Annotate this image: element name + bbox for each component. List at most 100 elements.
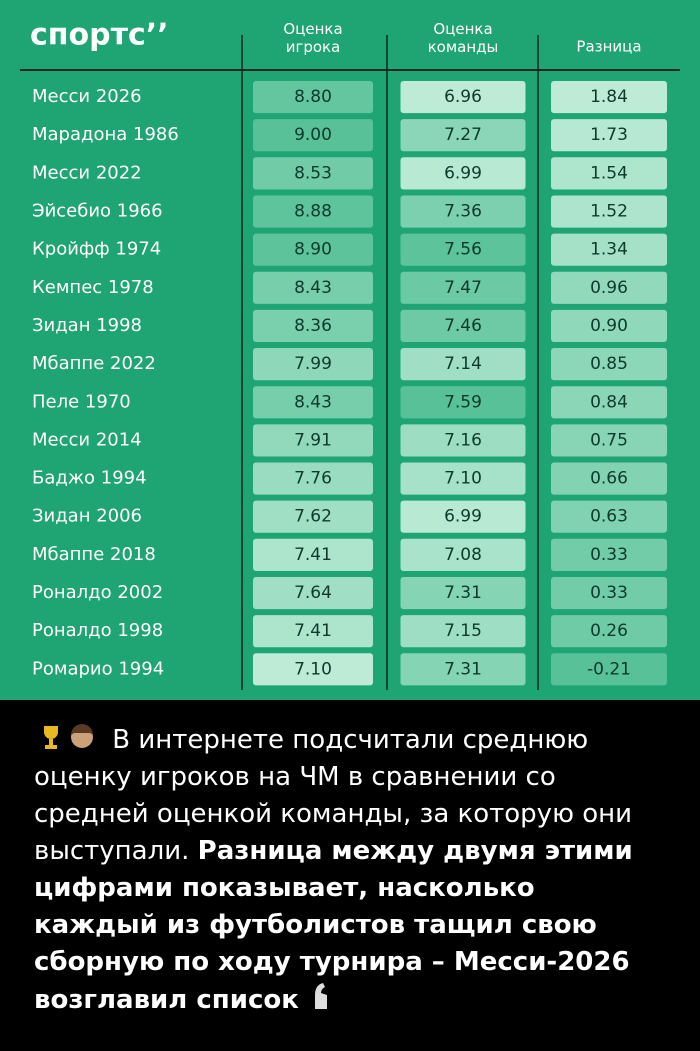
cell-value: 0.75 xyxy=(590,430,628,450)
caption: В интернете подсчитали среднюю оценку иг… xyxy=(0,700,700,1051)
cell-value: 0.63 xyxy=(590,507,628,527)
cell-value: 7.08 xyxy=(444,545,482,565)
cell-bg xyxy=(253,576,373,610)
column-header: Оценка команды xyxy=(428,20,499,56)
row-name: Пеле 1970 xyxy=(32,391,131,412)
cell-bg xyxy=(400,538,526,571)
cell-bg xyxy=(400,233,526,266)
row-name: Марадона 1986 xyxy=(32,124,179,145)
row-name: Кемпес 1978 xyxy=(32,277,154,298)
cell-value: 1.84 xyxy=(590,87,628,107)
cell-bg xyxy=(551,538,667,571)
emoji-icons xyxy=(44,724,93,749)
cell-value: 6.96 xyxy=(444,87,482,107)
column-header: Разница xyxy=(576,38,641,56)
row-name: Мбаппе 2018 xyxy=(32,544,156,565)
row-name: Месси 2014 xyxy=(32,429,142,450)
cell-value: 7.10 xyxy=(444,469,482,489)
cell-value: 7.14 xyxy=(444,354,482,374)
cell-bg xyxy=(551,500,667,533)
cell-value: 9.00 xyxy=(294,125,332,145)
row-name: Зидан 1998 xyxy=(32,315,142,336)
cell-bg xyxy=(551,271,667,304)
row-name: Роналдо 2002 xyxy=(32,582,163,603)
cell-value: 8.90 xyxy=(294,240,332,260)
cell-value: 7.36 xyxy=(444,202,482,222)
goat-icon xyxy=(315,983,328,1009)
cell-value: 1.34 xyxy=(590,240,628,260)
cell-bg xyxy=(253,386,373,419)
row-name: Роналдо 1998 xyxy=(32,620,163,641)
cell-value: 7.41 xyxy=(294,621,332,641)
logo: спортс’’ xyxy=(30,18,169,53)
cell-bg xyxy=(551,81,667,114)
cell-value: 0.90 xyxy=(590,316,628,336)
cell-value: 0.84 xyxy=(590,392,628,412)
cell-value: 7.76 xyxy=(294,469,332,489)
cell-bg xyxy=(253,615,373,648)
cell-value: 7.91 xyxy=(294,430,332,450)
row-name: Месси 2026 xyxy=(32,86,142,107)
cell-bg xyxy=(400,271,526,304)
cell-bg xyxy=(253,538,373,571)
caption-text: В интернете подсчитали среднюю оценку иг… xyxy=(34,725,633,866)
cell-bg xyxy=(253,157,373,190)
cell-bg xyxy=(551,424,667,457)
cell-value: 0.85 xyxy=(590,354,628,374)
cell-value: 7.27 xyxy=(444,125,482,145)
cell-bg xyxy=(400,500,526,533)
cell-value: 0.33 xyxy=(590,583,628,603)
cell-bg xyxy=(400,348,526,381)
cell-bg xyxy=(400,386,526,419)
row-name: Ромарио 1994 xyxy=(32,658,164,679)
cell-bg xyxy=(400,157,526,190)
row-name: Мбаппе 2022 xyxy=(32,353,156,374)
cell-value: 7.64 xyxy=(294,583,332,603)
cell-bg xyxy=(551,309,667,343)
caption-bold: Разница между двумя этими цифрами показы… xyxy=(34,836,633,1015)
cell-value: 8.53 xyxy=(294,163,332,183)
cell-value: 7.59 xyxy=(444,392,482,412)
row-name: Зидан 2006 xyxy=(32,506,142,527)
cell-bg xyxy=(253,348,373,381)
cell-value: 7.16 xyxy=(444,430,482,450)
cell-bg xyxy=(253,653,373,686)
cell-value: 1.73 xyxy=(590,125,628,145)
column-header: Оценка игрока xyxy=(283,20,342,56)
cell-bg xyxy=(253,81,373,114)
row-name: Кройфф 1974 xyxy=(32,239,161,260)
cell-bg xyxy=(551,119,667,152)
cell-value: 7.47 xyxy=(444,278,482,298)
cell-value: 8.88 xyxy=(294,202,332,222)
cell-bg xyxy=(253,462,373,495)
cell-value: 7.62 xyxy=(294,507,332,527)
cell-bg xyxy=(253,271,373,304)
cell-bg xyxy=(400,424,526,457)
cell-bg xyxy=(400,462,526,495)
cell-value: 0.66 xyxy=(590,469,628,489)
cell-bg xyxy=(253,233,373,266)
cell-value: 7.31 xyxy=(444,583,482,603)
cell-bg xyxy=(400,576,526,610)
cell-bg xyxy=(551,348,667,381)
cell-value: 0.33 xyxy=(590,545,628,565)
cell-bg xyxy=(400,119,526,152)
cell-bg xyxy=(551,653,667,686)
row-name: Баджо 1994 xyxy=(32,468,147,489)
cell-bg xyxy=(551,576,667,610)
cell-bg xyxy=(551,615,667,648)
cell-value: 6.99 xyxy=(444,507,482,527)
cell-value: 8.43 xyxy=(294,392,332,412)
cell-value: 1.54 xyxy=(590,163,628,183)
cell-value: 7.31 xyxy=(444,659,482,679)
cell-value: 8.36 xyxy=(294,316,332,336)
cell-bg xyxy=(253,500,373,533)
cell-bg xyxy=(400,81,526,114)
cell-value: 1.52 xyxy=(590,202,628,222)
cell-bg xyxy=(400,615,526,648)
cell-value: 7.46 xyxy=(444,316,482,336)
cell-value: 8.80 xyxy=(294,87,332,107)
cell-value: 7.15 xyxy=(444,621,482,641)
cell-value: -0.21 xyxy=(587,659,631,679)
